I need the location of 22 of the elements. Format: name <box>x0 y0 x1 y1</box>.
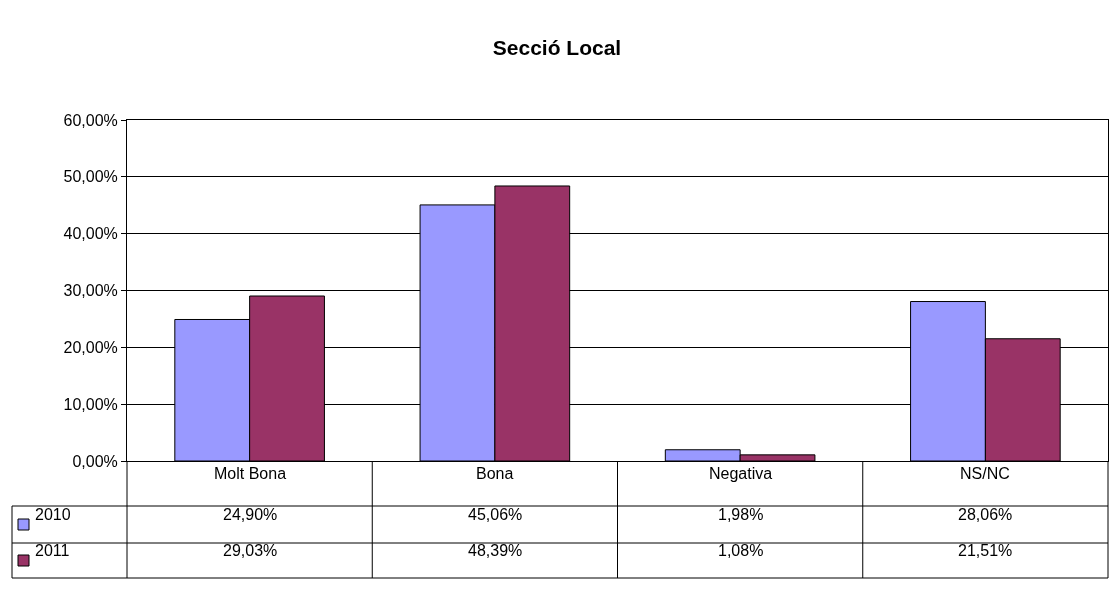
x-tick-label: NS/NC <box>960 465 1010 482</box>
y-tick-label: 20,00% <box>63 338 118 356</box>
y-tick-label: 50,00% <box>63 168 118 186</box>
x-tick-label: Molt Bona <box>214 465 287 482</box>
legend-label: 2010 <box>35 506 71 523</box>
data-label: 1,98% <box>718 506 764 523</box>
y-tick-label: 40,00% <box>63 225 118 243</box>
y-tick-label: 60,00% <box>63 111 118 129</box>
x-tick-label: Bona <box>476 465 514 482</box>
y-tick-label: 10,00% <box>63 395 118 413</box>
legend-label: 2011 <box>35 542 70 559</box>
data-label: 29,03% <box>223 542 278 559</box>
x-tick-label: Negativa <box>709 465 773 482</box>
data-label: 48,39% <box>468 542 523 559</box>
data-label: 45,06% <box>468 506 523 523</box>
data-label: 1,08% <box>718 542 764 559</box>
data-label: 21,51% <box>958 542 1013 559</box>
y-tick-label: 0,00% <box>72 452 118 470</box>
chart-title: Secció Local <box>492 36 622 60</box>
data-label: 28,06% <box>958 506 1013 523</box>
data-label: 24,90% <box>223 506 278 523</box>
y-tick-label: 30,00% <box>63 282 118 300</box>
